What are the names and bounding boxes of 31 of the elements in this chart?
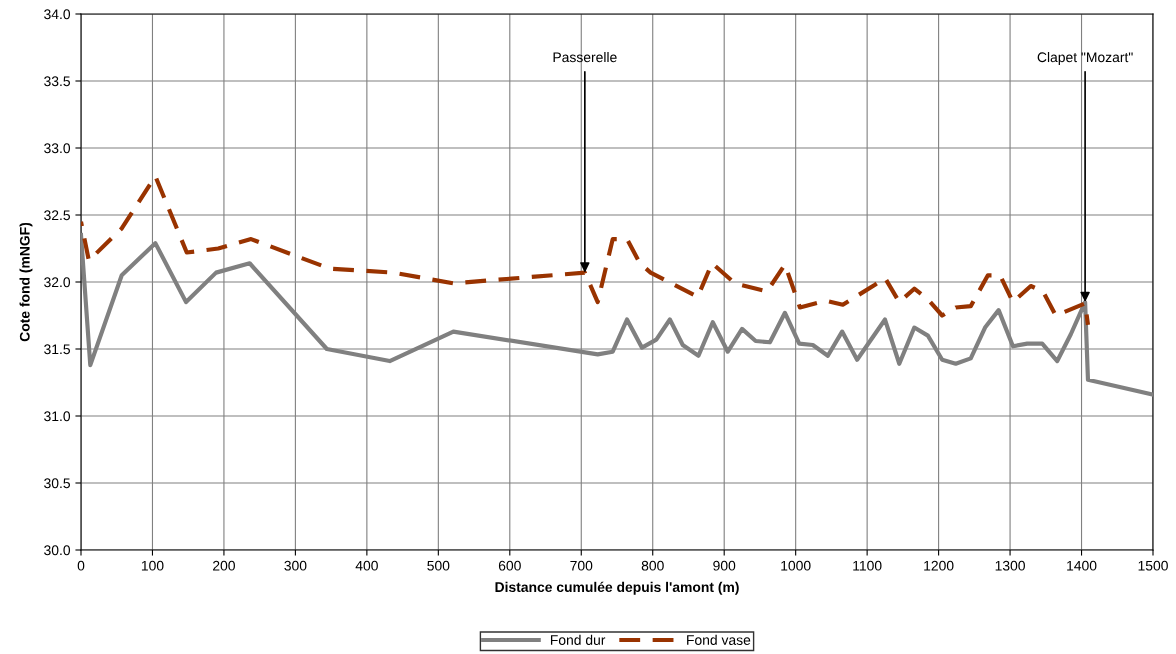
x-tick-label: 1400 <box>1067 560 1097 571</box>
y-tick-label: 32.0 <box>44 277 71 288</box>
y-tick-label: 33.0 <box>44 143 71 154</box>
y-tick-label: 31.0 <box>44 411 71 422</box>
x-tick-label: 100 <box>141 560 164 571</box>
x-tick-label: 300 <box>284 560 307 571</box>
x-tick-label: 800 <box>641 560 664 571</box>
y-axis-title: Cote fond (mNGF) <box>19 222 33 342</box>
x-tick-label: 1100 <box>853 560 882 571</box>
y-tick-label: 33.5 <box>44 76 70 87</box>
legend-label: Fond vase <box>687 634 751 645</box>
x-tick-label: 200 <box>213 560 235 571</box>
x-tick-label: 1000 <box>781 560 811 571</box>
x-tick-label: 400 <box>355 560 378 571</box>
x-axis-title: Distance cumulée depuis l'amont (m) <box>495 581 739 595</box>
x-tick-label: 600 <box>498 560 521 571</box>
y-tick-label: 34.0 <box>44 9 71 20</box>
x-tick-label: 1200 <box>924 560 954 571</box>
y-tick-label: 30.0 <box>44 545 71 556</box>
x-tick-label: 0 <box>77 560 85 571</box>
y-tick-label: 32.5 <box>44 210 70 221</box>
x-tick-label: 500 <box>427 560 450 571</box>
annotation: Clapet "Mozart" <box>1037 51 1133 65</box>
x-tick-label: 700 <box>570 560 593 571</box>
x-tick-label: 1500 <box>1138 560 1168 571</box>
annotation: Passerelle <box>553 51 617 63</box>
x-tick-label: 900 <box>713 560 736 571</box>
y-tick-label: 30.5 <box>44 478 70 489</box>
legend-label: Fond dur <box>550 634 606 645</box>
y-tick-label: 31.5 <box>44 344 70 355</box>
x-tick-label: 1300 <box>995 560 1025 571</box>
